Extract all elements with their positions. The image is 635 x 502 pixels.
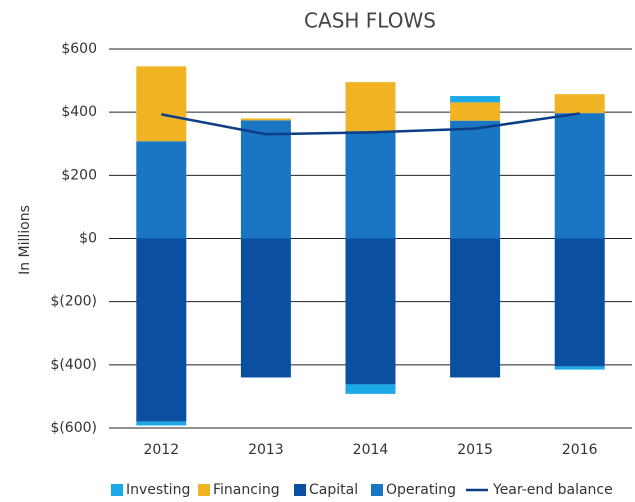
bar-segment — [450, 120, 501, 239]
legend-swatch — [294, 484, 306, 496]
legend-label: Operating — [386, 482, 456, 498]
legend-swatch — [111, 484, 123, 496]
bar-segment — [554, 113, 605, 239]
bar-segment — [345, 82, 396, 132]
legend-label: Capital — [309, 482, 358, 498]
bar-segment — [240, 120, 291, 239]
y-tick-label: $0 — [79, 231, 97, 247]
y-tick-label: $200 — [61, 167, 97, 183]
bar-segment — [450, 102, 501, 121]
legend-swatch — [371, 484, 383, 496]
x-tick-label: 2012 — [143, 442, 179, 458]
bar-segment — [240, 118, 291, 121]
bar-segment — [554, 94, 605, 114]
y-tick-label: $400 — [61, 104, 97, 120]
legend-label: Year-end balance — [492, 482, 613, 498]
y-tick-label: $(200) — [50, 294, 97, 310]
chart-title: CASH FLOWS — [304, 9, 436, 33]
bar-segment — [136, 66, 187, 142]
bar-segment — [240, 238, 291, 378]
bar-segment — [136, 238, 187, 422]
bar-segment — [136, 421, 187, 426]
balance-line — [161, 112, 580, 136]
y-tick-label: $(400) — [50, 357, 97, 373]
x-tick-label: 2015 — [457, 442, 493, 458]
x-tick-label: 2014 — [353, 442, 389, 458]
bar-segment — [450, 96, 501, 103]
bar-segment — [345, 131, 396, 239]
bar-segment — [136, 141, 187, 239]
y-tick-label: $(600) — [50, 420, 97, 436]
y-tick-label: $600 — [61, 41, 97, 57]
bar-segment — [345, 384, 396, 394]
bar-segment — [450, 238, 501, 378]
legend-label: Investing — [126, 482, 190, 498]
x-tick-label: 2013 — [248, 442, 284, 458]
legend-label: Financing — [213, 482, 280, 498]
x-tick-label: 2016 — [562, 442, 598, 458]
bar-segment — [345, 238, 396, 385]
bar-segment — [554, 366, 605, 370]
bar-segment — [554, 238, 605, 367]
y-axis-label: In Millions — [17, 205, 33, 275]
legend-swatch — [198, 484, 210, 496]
